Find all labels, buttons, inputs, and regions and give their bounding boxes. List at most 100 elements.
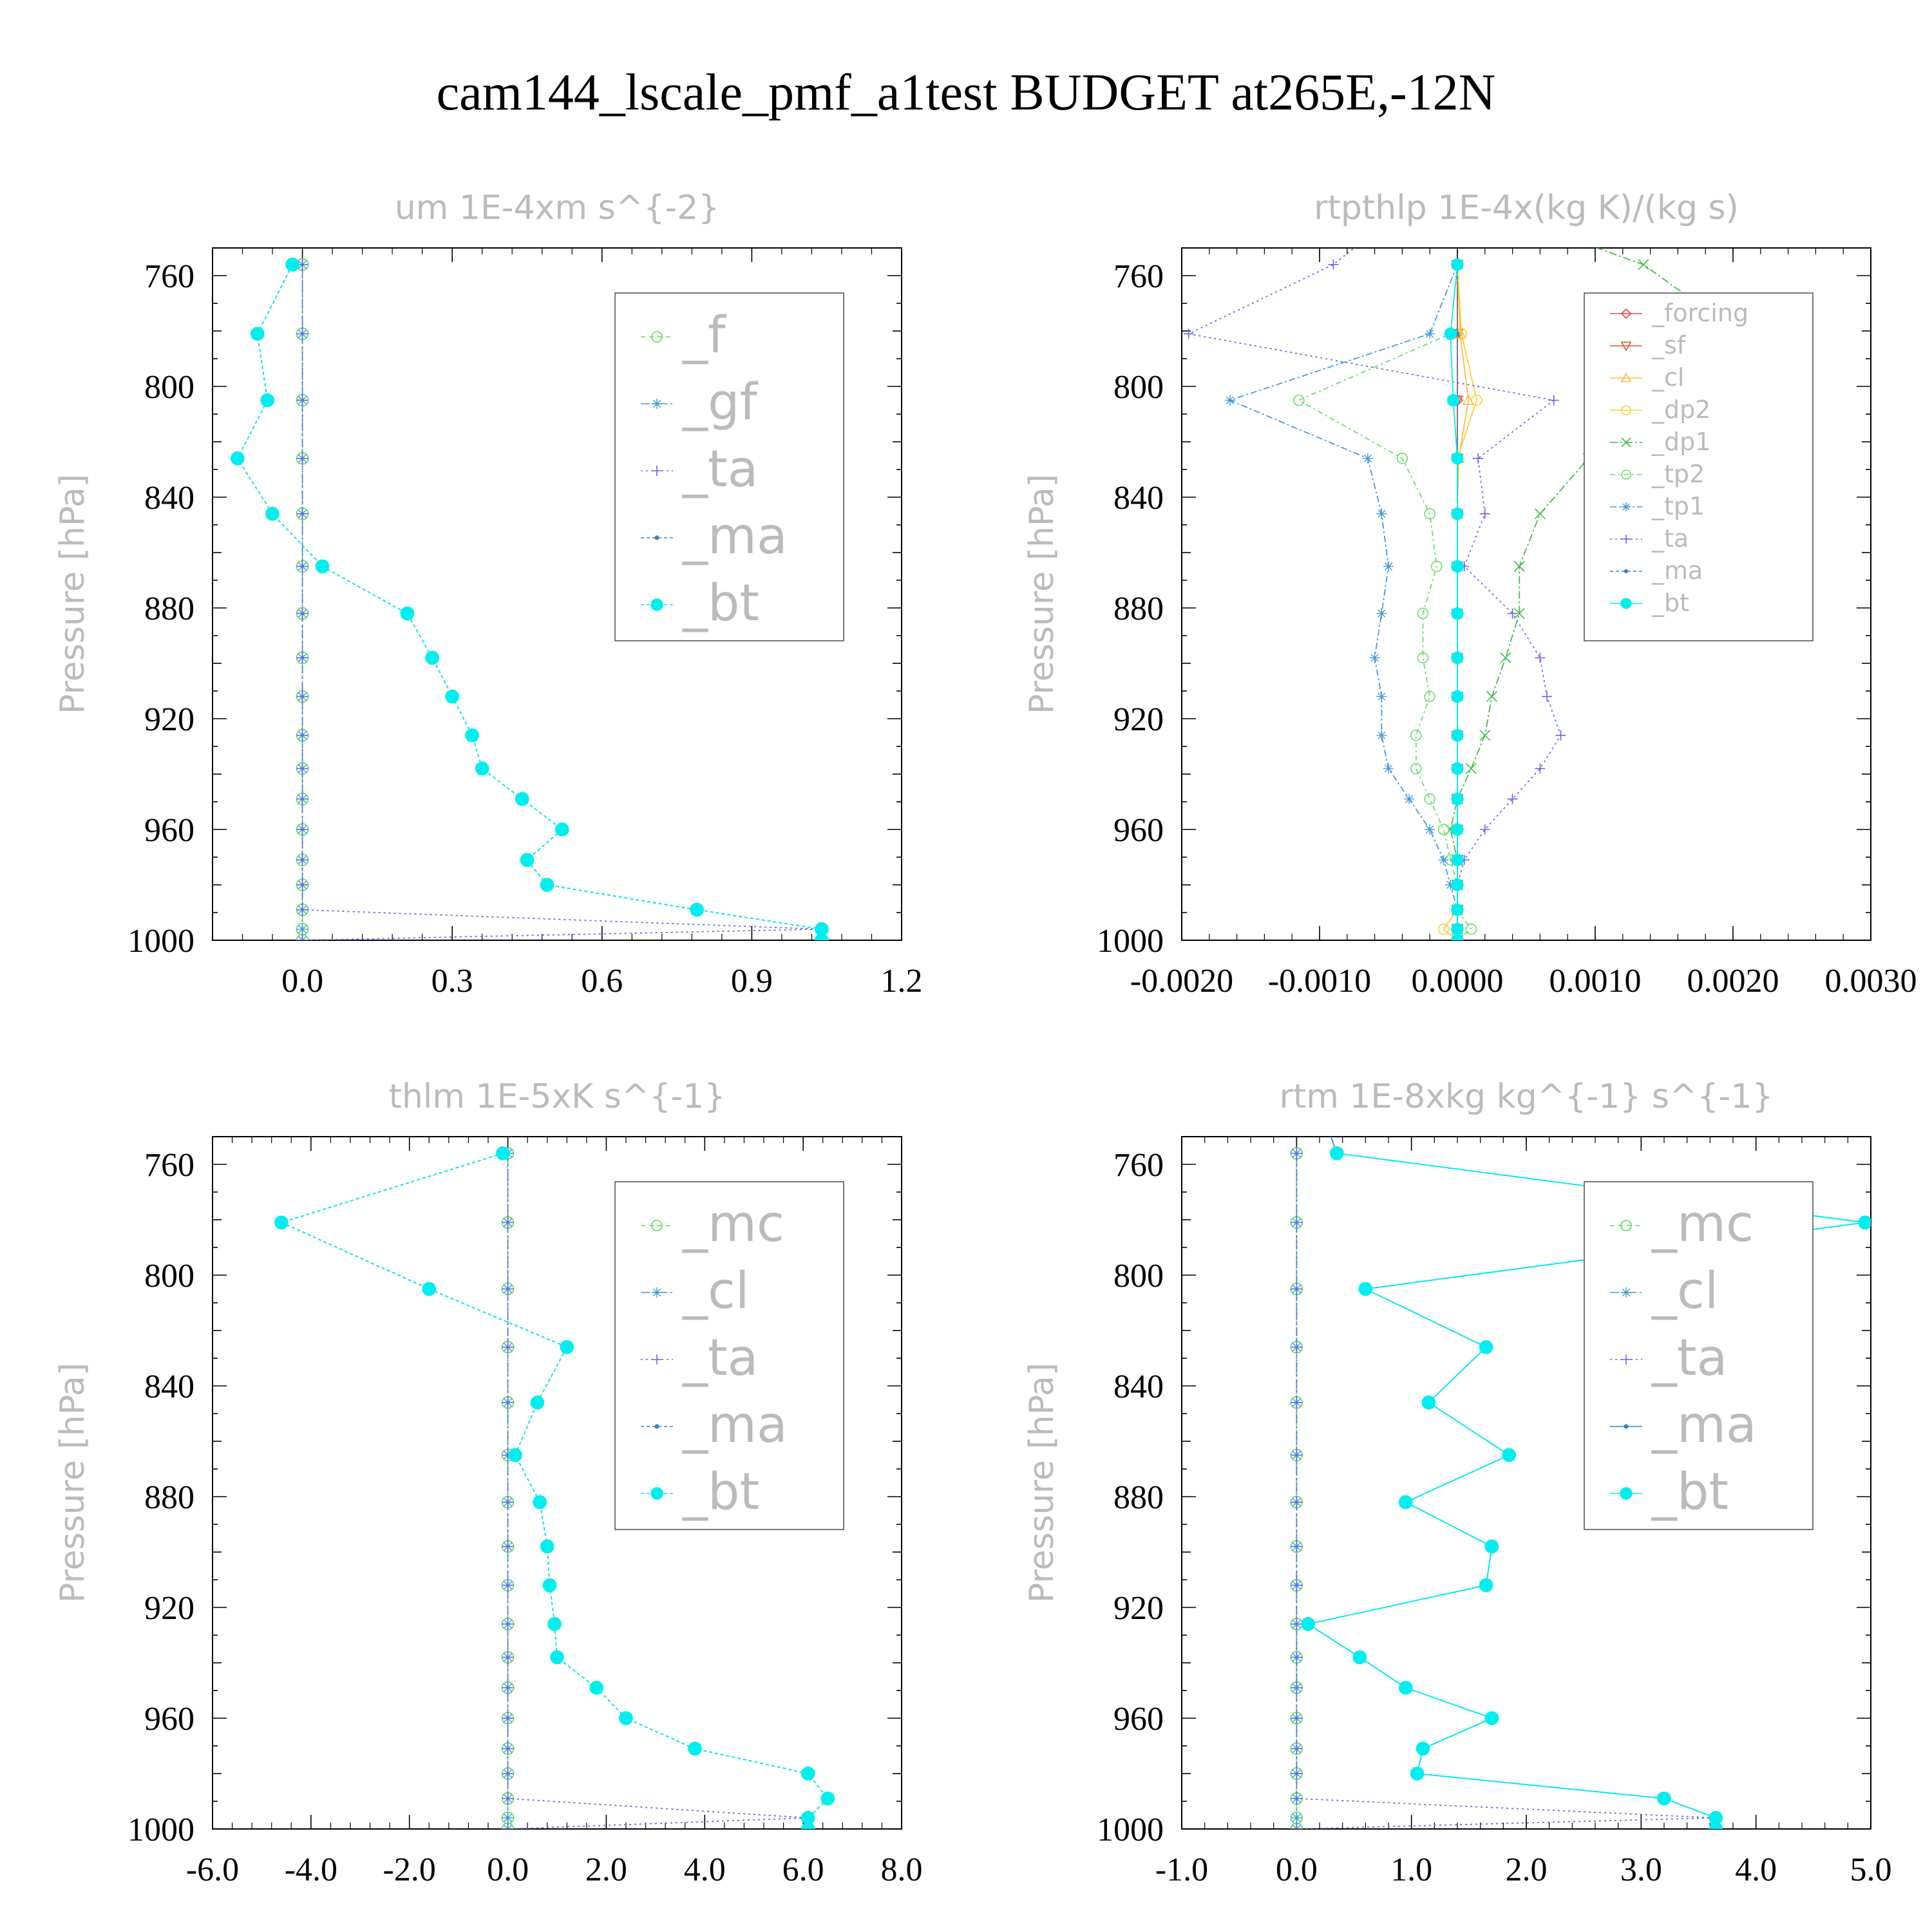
page-title: cam144_lscale_pmf_a1test BUDGET at265E,-… xyxy=(437,64,1496,121)
series-cl xyxy=(1451,258,1475,940)
data-point xyxy=(1424,507,1435,520)
plot-area xyxy=(230,257,829,940)
data-point xyxy=(1383,561,1394,572)
x-tick-label: 4.0 xyxy=(684,1852,726,1888)
data-point xyxy=(422,1282,437,1296)
data-point xyxy=(1479,1578,1493,1593)
series-dp2 xyxy=(1437,258,1482,940)
series-ta xyxy=(1291,1147,1722,1829)
x-tick-label: 8.0 xyxy=(881,1852,923,1888)
x-tick-label: 5.0 xyxy=(1850,1852,1892,1888)
data-point xyxy=(1410,730,1422,741)
series-line xyxy=(1228,264,1458,940)
data-point xyxy=(502,1812,514,1824)
data-point xyxy=(1513,608,1525,620)
data-point xyxy=(1376,691,1387,702)
legend-marker xyxy=(650,598,663,611)
legend-box xyxy=(1584,292,1814,641)
data-point xyxy=(1396,452,1408,464)
legend-marker xyxy=(1620,308,1632,319)
y-tick-label: 960 xyxy=(144,1701,194,1738)
series-line xyxy=(1457,264,1470,940)
data-point xyxy=(296,854,308,866)
x-tick-label: 0.0030 xyxy=(1825,963,1917,999)
legend-label: _f xyxy=(682,307,726,365)
series-line xyxy=(1297,264,1472,940)
legend-marker xyxy=(1621,405,1631,415)
y-tick-label: 800 xyxy=(144,369,194,406)
data-point xyxy=(515,791,529,806)
data-point xyxy=(265,506,279,521)
legend-marker xyxy=(652,1354,662,1365)
data-point xyxy=(274,1215,289,1230)
data-point xyxy=(1291,1618,1303,1630)
legend-item: _ma xyxy=(641,507,788,565)
legend-label: _dp2 xyxy=(1651,395,1710,424)
x-tick-label: 0.0 xyxy=(487,1852,529,1888)
data-point xyxy=(1291,1651,1303,1663)
data-point xyxy=(502,1217,514,1229)
data-point xyxy=(1416,1741,1430,1756)
data-point xyxy=(1473,453,1484,464)
y-tick-label: 1000 xyxy=(1097,1812,1164,1848)
data-point xyxy=(502,1496,514,1508)
data-point xyxy=(1410,762,1422,775)
series-line xyxy=(1443,264,1477,940)
data-point xyxy=(560,1340,574,1354)
data-point xyxy=(1542,691,1553,702)
legend-marker xyxy=(652,466,662,476)
data-point xyxy=(542,1578,557,1593)
legend-label: _tp1 xyxy=(1651,492,1705,520)
data-point xyxy=(502,1540,514,1553)
legend-item: _ta xyxy=(1610,524,1689,553)
data-point xyxy=(1421,1395,1436,1410)
legend-label: _ta xyxy=(1651,524,1689,553)
data-point xyxy=(1291,1712,1303,1724)
y-tick-label: 840 xyxy=(1113,1368,1164,1405)
legend-item: _ta xyxy=(641,1329,758,1387)
data-point xyxy=(1479,730,1491,741)
data-point xyxy=(1513,560,1525,573)
y-axis-label: Pressure [hPa] xyxy=(1023,1363,1061,1603)
data-point xyxy=(1352,1650,1367,1665)
data-point xyxy=(296,607,308,620)
y-tick-label: 880 xyxy=(1113,1479,1164,1516)
data-point xyxy=(502,1768,514,1779)
x-tick-label: -0.0010 xyxy=(1268,963,1371,999)
legend-item: _bt xyxy=(1610,589,1689,617)
data-point xyxy=(502,1579,514,1591)
legend-marker xyxy=(1620,1487,1633,1500)
data-point xyxy=(465,728,480,743)
data-point xyxy=(1291,1217,1303,1229)
data-point xyxy=(502,1651,514,1663)
data-point xyxy=(547,1616,562,1631)
legend-marker xyxy=(1621,1287,1631,1298)
legend-label: _cl xyxy=(682,1262,750,1320)
y-tick-label: 960 xyxy=(1113,812,1164,849)
data-point xyxy=(1291,1540,1303,1553)
data-point xyxy=(1291,1681,1303,1694)
data-point xyxy=(1479,824,1490,835)
data-point xyxy=(315,559,330,574)
data-point xyxy=(1507,793,1518,804)
data-point xyxy=(1376,608,1387,619)
data-point xyxy=(1446,393,1460,407)
data-point xyxy=(1291,1743,1303,1755)
chart-title: rtpthlp 1E-4x(kg K)/(kg s) xyxy=(1314,189,1739,227)
data-point xyxy=(815,933,829,940)
data-point xyxy=(1376,730,1387,741)
panel-rtpthlp: rtpthlp 1E-4x(kg K)/(kg s) Pressure [hPa]… xyxy=(1023,189,1917,999)
legend-marker xyxy=(1621,437,1631,448)
data-point xyxy=(1451,823,1464,836)
data-point xyxy=(1291,1768,1303,1779)
legend-box xyxy=(614,1181,844,1530)
data-point xyxy=(1462,393,1475,405)
data-point xyxy=(296,934,308,940)
y-axis-label: Pressure [hPa] xyxy=(53,474,92,714)
legend-marker xyxy=(654,1424,659,1429)
data-point xyxy=(1398,1495,1413,1510)
data-point xyxy=(1404,793,1415,804)
data-point xyxy=(296,452,308,464)
data-point xyxy=(1534,508,1546,520)
legend-item: _f xyxy=(641,307,726,365)
